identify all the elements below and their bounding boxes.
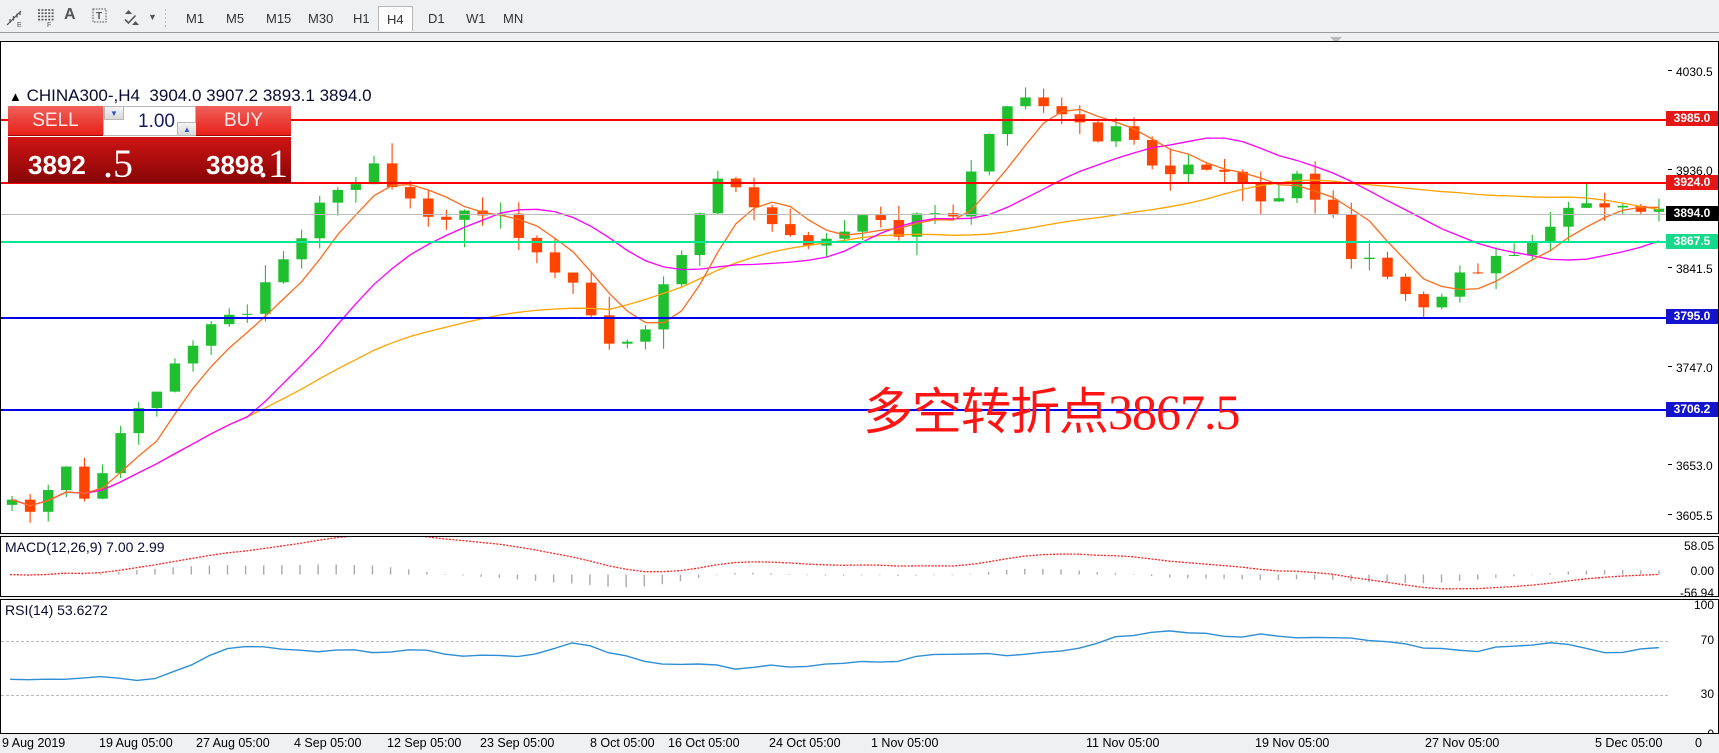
svg-text:F: F: [47, 22, 51, 28]
svg-text:T: T: [96, 11, 102, 22]
svg-text:E: E: [17, 22, 22, 28]
